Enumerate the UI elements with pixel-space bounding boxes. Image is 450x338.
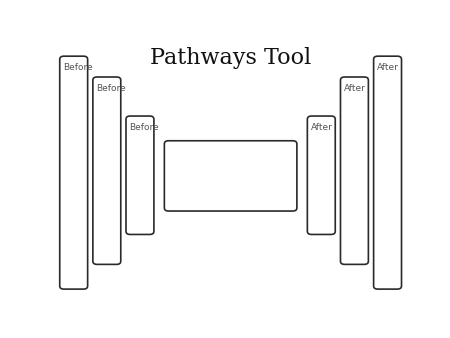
Text: Before: Before bbox=[96, 83, 126, 93]
FancyBboxPatch shape bbox=[60, 56, 88, 289]
FancyBboxPatch shape bbox=[93, 77, 121, 264]
Text: Before: Before bbox=[130, 123, 159, 131]
FancyBboxPatch shape bbox=[126, 116, 154, 235]
FancyBboxPatch shape bbox=[374, 56, 401, 289]
Text: After: After bbox=[377, 63, 399, 72]
FancyBboxPatch shape bbox=[307, 116, 335, 235]
Text: Before: Before bbox=[63, 63, 93, 72]
Text: Pathways Tool: Pathways Tool bbox=[150, 47, 311, 69]
Text: After: After bbox=[311, 123, 333, 131]
FancyBboxPatch shape bbox=[341, 77, 369, 264]
Text: After: After bbox=[344, 83, 366, 93]
FancyBboxPatch shape bbox=[164, 141, 297, 211]
